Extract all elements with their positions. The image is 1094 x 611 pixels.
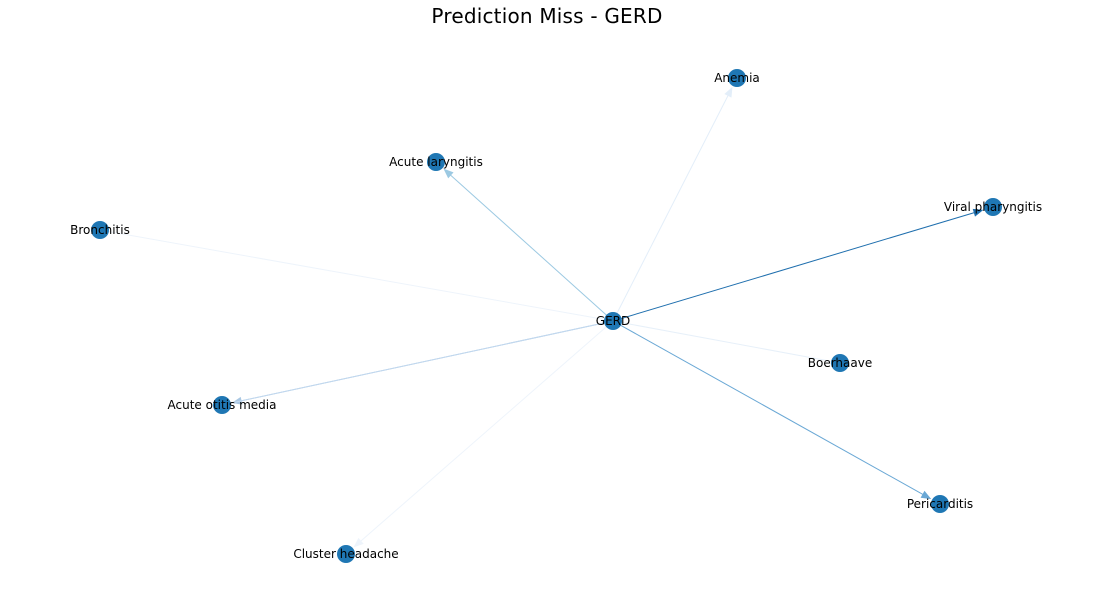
arrowhead-pericarditis xyxy=(920,490,932,500)
node-anemia xyxy=(728,69,746,87)
arrowhead-acute-laryngitis xyxy=(443,168,454,179)
edge-gerd-to-viral-pharyngitis xyxy=(612,211,978,322)
node-label-acute-laryngitis: Acute laryngitis xyxy=(389,155,483,169)
arrowhead-cluster-headache xyxy=(353,537,364,548)
node-acute-otitis-media xyxy=(213,396,231,414)
edge-gerd-to-cluster-headache xyxy=(357,320,614,544)
node-boerhaave xyxy=(831,354,849,372)
arrowhead-anemia xyxy=(724,86,733,98)
node-cluster-headache xyxy=(337,545,355,563)
node-acute-laryngitis xyxy=(427,153,445,171)
arrowhead-viral-pharyngitis xyxy=(972,208,984,217)
edge-gerd-to-anemia xyxy=(612,92,731,322)
edge-gerd-to-pericarditis xyxy=(612,320,927,497)
node-pericarditis xyxy=(931,495,949,513)
node-label-boerhaave: Boerhaave xyxy=(808,356,872,370)
chart-title: Prediction Miss - GERD xyxy=(431,4,663,28)
node-gerd xyxy=(604,312,622,330)
edge-boerhaave-to-gerd xyxy=(612,320,841,364)
labels-layer: GERD Anemia Acute laryngitis Viral pharyngi… xyxy=(70,71,1042,561)
node-label-pericarditis: Pericarditis xyxy=(907,497,973,511)
node-bronchitis xyxy=(91,221,109,239)
edges-layer xyxy=(99,86,984,548)
nodes-layer xyxy=(91,69,1002,563)
node-label-bronchitis: Bronchitis xyxy=(70,223,130,237)
node-viral-pharyngitis xyxy=(984,198,1002,216)
edge-acute-otitis-media-to-gerd xyxy=(221,320,614,406)
node-label-cluster-headache: Cluster headache xyxy=(293,547,398,561)
node-label-anemia: Anemia xyxy=(714,71,760,85)
node-label-gerd: GERD xyxy=(596,314,630,328)
node-label-viral-pharyngitis: Viral pharyngitis xyxy=(944,200,1042,214)
edge-gerd-to-acute-laryngitis xyxy=(447,172,614,322)
node-label-acute-otitis-media: Acute otitis media xyxy=(168,398,277,412)
edge-bronchitis-to-gerd xyxy=(99,229,614,322)
